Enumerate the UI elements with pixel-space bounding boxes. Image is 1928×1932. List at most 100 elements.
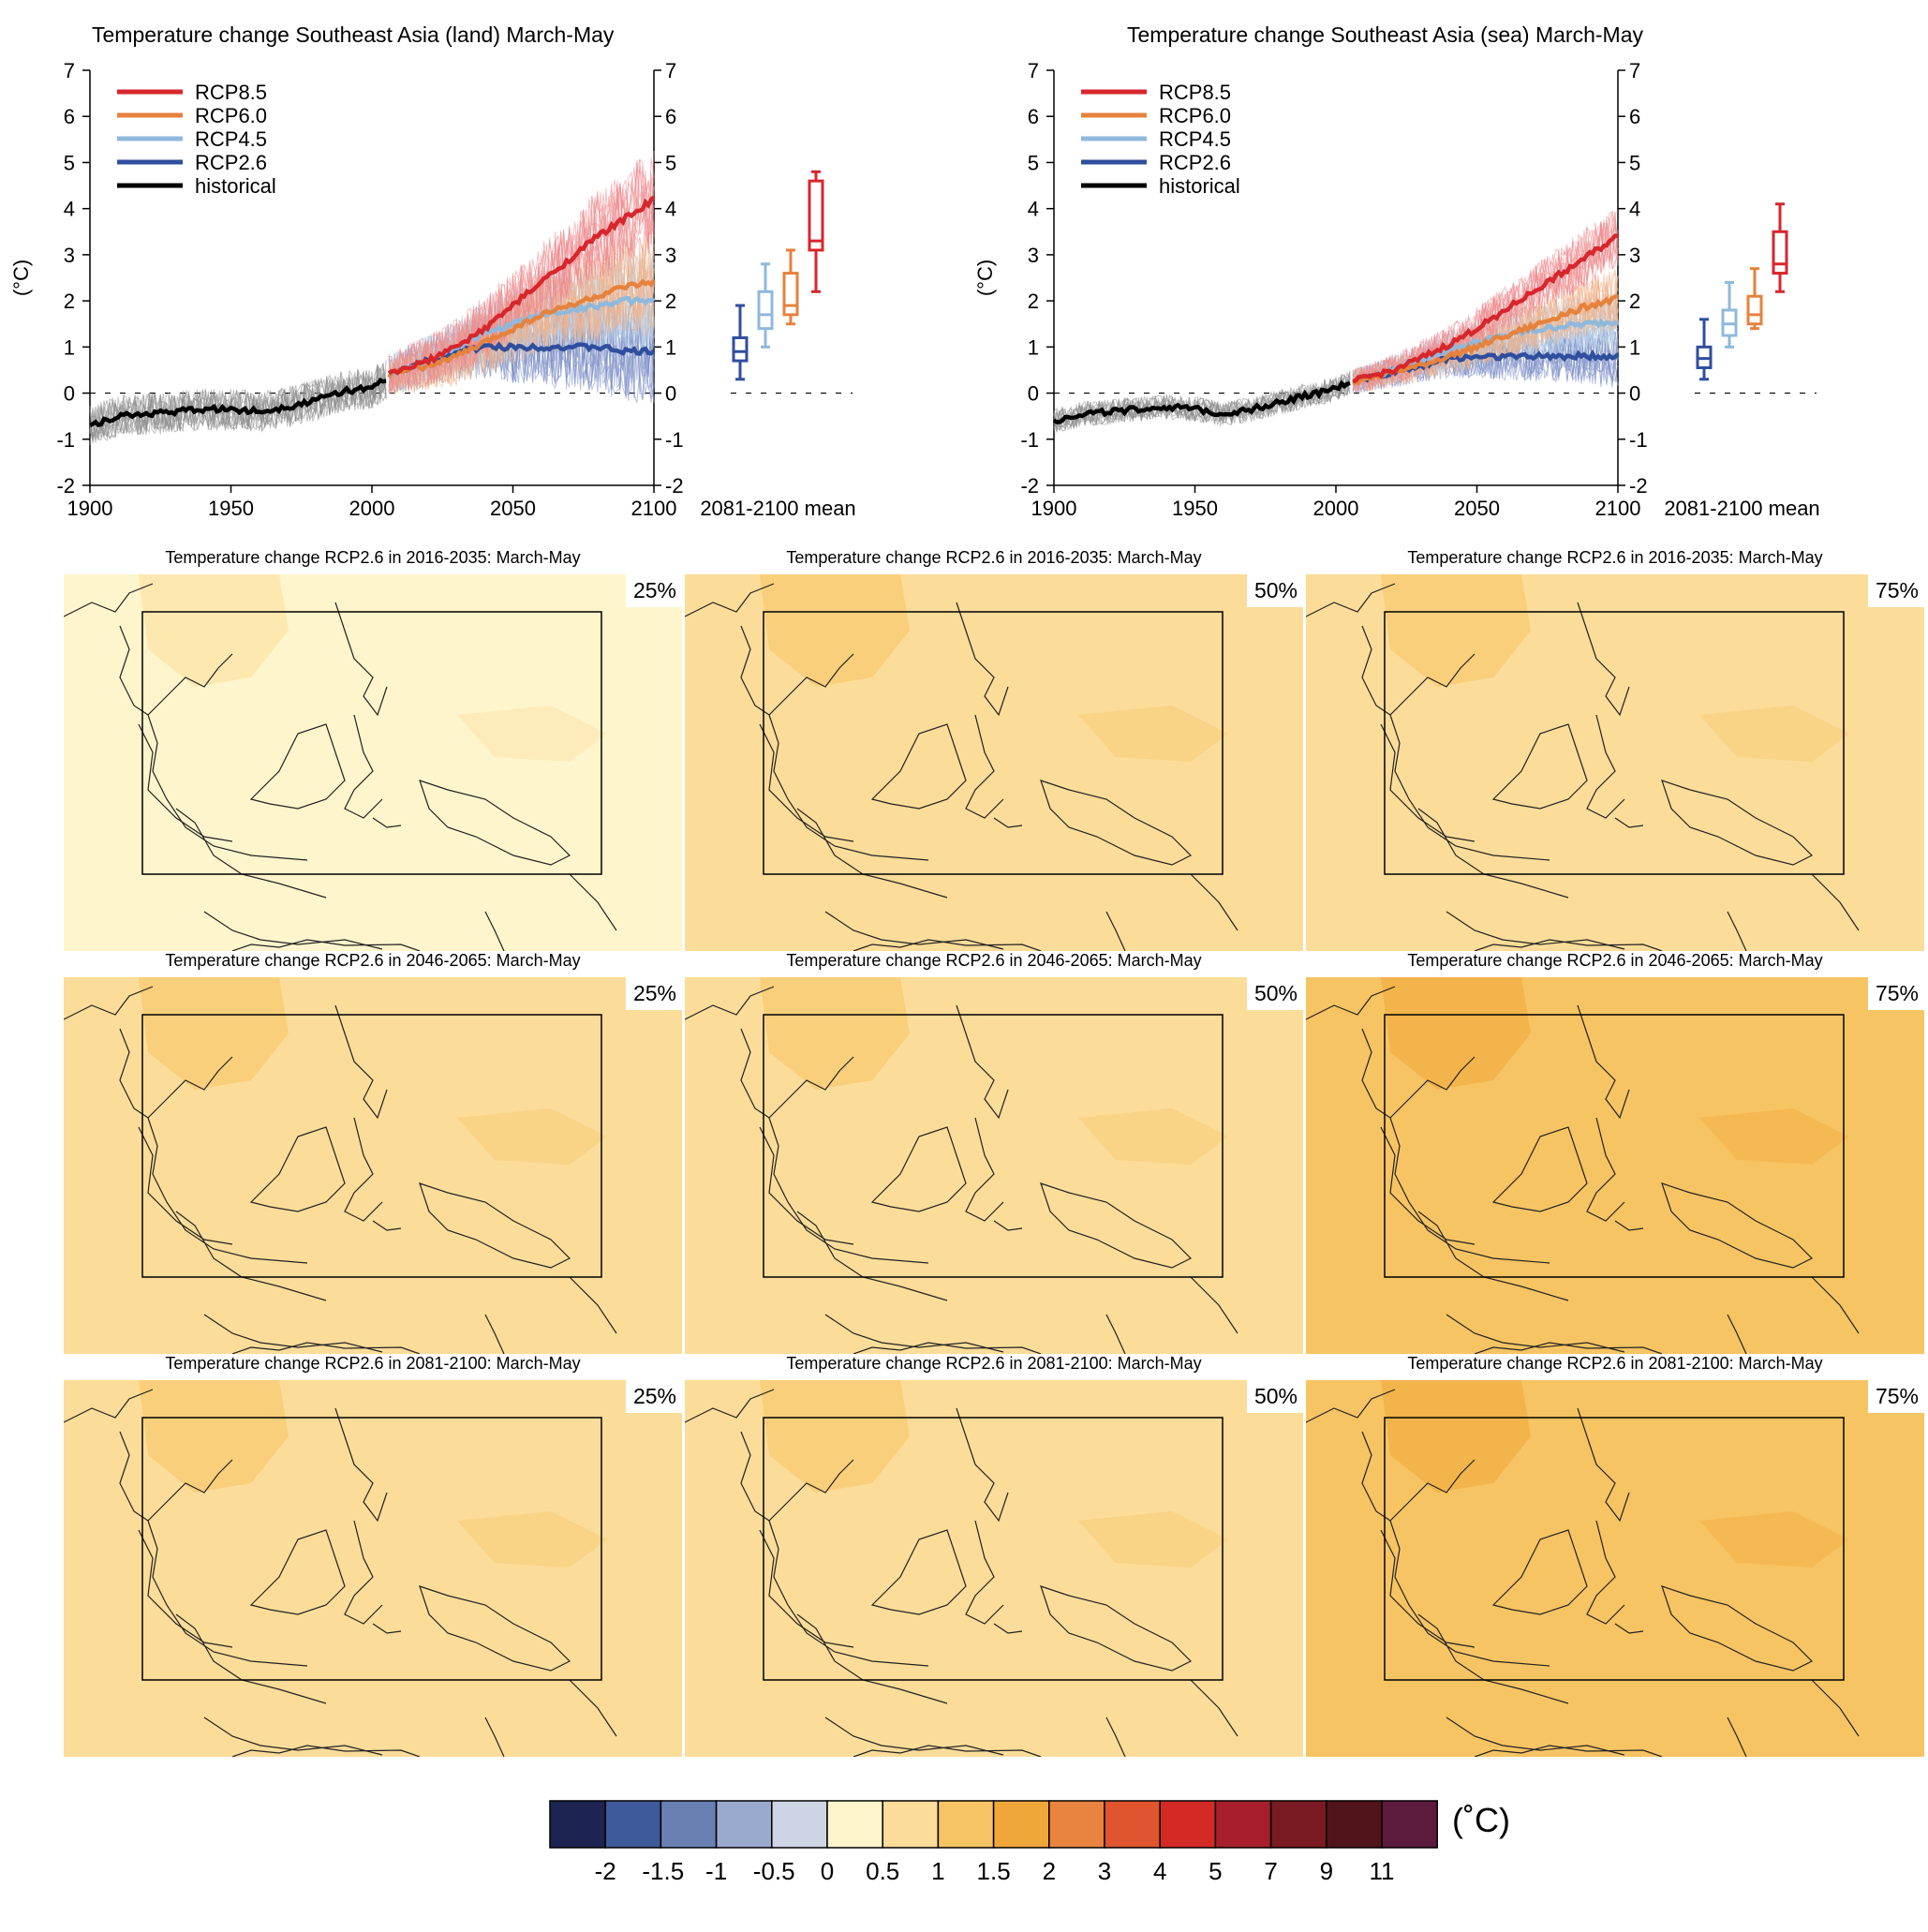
mean-label: 2081-2100 mean — [1664, 497, 1819, 520]
x-tick-label: 2050 — [490, 497, 536, 520]
contour-patch — [1381, 1380, 1531, 1493]
coastline — [419, 1182, 571, 1269]
coastline — [1446, 1314, 1625, 1353]
coastline — [64, 986, 154, 1020]
chart-title: Temperature change Southeast Asia (land)… — [92, 22, 615, 47]
y-tick-label: 4 — [64, 198, 75, 221]
map-field — [64, 574, 682, 951]
y-tick-label: -1 — [56, 428, 75, 452]
y-tick-label: -2 — [56, 474, 75, 498]
coastline — [1661, 1585, 1814, 1672]
coastline — [138, 1529, 233, 1648]
x-tick-label: 2000 — [1313, 497, 1359, 520]
timeseries-panel-sea: Temperature change Southeast Asia (sea) … — [964, 0, 1928, 525]
colorbar-segment — [715, 1800, 773, 1849]
coastline — [1614, 817, 1644, 828]
coastline — [119, 1028, 233, 1119]
coastline — [334, 1407, 388, 1523]
x-tick-label: 1950 — [208, 497, 254, 520]
coastline — [344, 714, 383, 819]
timeseries-chart-land: -2 -2 -1 -1 0 0 1 1 2 2 3 3 4 4 5 5 6 6 7 7 1900 1950 2000 2050… — [9, 59, 856, 520]
mean-box-rcp4.5 — [757, 262, 774, 349]
coastline — [1474, 939, 1663, 951]
map-panel: Temperature change RCP2.6 in 2016-2035: … — [1306, 548, 1924, 951]
colorbar-segment — [826, 1800, 883, 1849]
legend-label: RCP2.6 — [1159, 151, 1231, 174]
colorbar-segment — [882, 1800, 940, 1849]
coastline — [1389, 1520, 1550, 1667]
coastline — [1306, 583, 1396, 617]
map-panel: Temperature change RCP2.6 in 2081-2100: … — [1306, 1354, 1924, 1757]
colorbar-segment — [660, 1800, 718, 1849]
y-tick-label: 0 — [665, 382, 676, 406]
contour-patch — [760, 574, 910, 687]
coastline — [1811, 1679, 1860, 1737]
coastline — [1306, 986, 1396, 1020]
contour-patch — [1078, 1108, 1228, 1165]
legend-label: RCP8.5 — [195, 81, 267, 104]
y-tick-label: 7 — [665, 59, 676, 82]
coastline — [1727, 1717, 1747, 1757]
y-axis-label: (°C) — [973, 260, 997, 296]
map-field — [685, 574, 1303, 951]
coastline — [1474, 1745, 1663, 1757]
map-title: Temperature change RCP2.6 in 2046-2065: … — [1407, 951, 1823, 970]
colorbar-segment — [1214, 1800, 1272, 1849]
map-title: Temperature change RCP2.6 in 2016-2035: … — [165, 548, 581, 567]
y-tick-label: 4 — [1629, 198, 1640, 221]
colorbar-unit: (˚C) — [1452, 1801, 1510, 1839]
coastline — [993, 1220, 1023, 1231]
coastline — [344, 1117, 383, 1222]
coastline — [1306, 1389, 1396, 1423]
coastline — [685, 1389, 775, 1423]
coastline — [1389, 1117, 1550, 1264]
y-tick-label: -2 — [665, 474, 684, 498]
coastline — [231, 1342, 421, 1354]
colorbar-segment — [1159, 1800, 1217, 1849]
coastline — [740, 1431, 854, 1522]
y-tick-label: 4 — [1028, 198, 1039, 221]
y-tick-label: 2 — [1629, 290, 1640, 313]
coastline — [1040, 1585, 1193, 1672]
coastline — [1446, 911, 1625, 950]
x-tick-label: 1950 — [1172, 497, 1218, 520]
legend-label: RCP4.5 — [195, 127, 267, 151]
region-box — [141, 1014, 602, 1278]
coastline — [334, 602, 388, 717]
ensemble-member-line — [89, 364, 387, 444]
coastline — [993, 817, 1023, 828]
coastline — [1105, 911, 1126, 951]
y-tick-label: 7 — [1028, 59, 1039, 82]
coastline — [796, 1613, 948, 1704]
y-tick-label: 4 — [665, 198, 676, 221]
coastline — [1446, 1717, 1625, 1756]
y-tick-label: 3 — [1629, 244, 1640, 267]
region-box — [763, 611, 1224, 875]
colorbar — [549, 1800, 1438, 1849]
coastline — [147, 1117, 308, 1264]
coastline — [231, 1745, 421, 1757]
coastline — [796, 808, 948, 899]
map-panel: Temperature change RCP2.6 in 2046-2065: … — [685, 951, 1303, 1354]
y-tick-label: 5 — [1028, 151, 1039, 174]
ensemble-member-line — [89, 367, 387, 443]
coastline — [993, 1623, 1023, 1634]
colorbar-tick-label: 5 — [1209, 1857, 1223, 1885]
coastline — [1614, 1623, 1644, 1634]
colorbar-tick-label: -1 — [705, 1857, 728, 1885]
y-tick-label: 1 — [665, 335, 676, 359]
coastline — [1811, 873, 1860, 931]
contour-patch — [139, 574, 289, 687]
ensemble-member-line — [1053, 377, 1351, 428]
mean-box-rcp6.0 — [1746, 267, 1763, 331]
y-tick-label: 1 — [1629, 335, 1640, 359]
coastline — [768, 714, 929, 861]
coastline — [956, 1407, 1009, 1523]
x-tick-label: 2100 — [631, 497, 677, 520]
coastline — [64, 1389, 154, 1423]
coastline — [1417, 1613, 1569, 1704]
coastline — [203, 911, 383, 950]
percentile-label: 25% — [625, 977, 682, 1010]
percentile-label: 50% — [1246, 1380, 1303, 1413]
coastline — [965, 1117, 1004, 1222]
